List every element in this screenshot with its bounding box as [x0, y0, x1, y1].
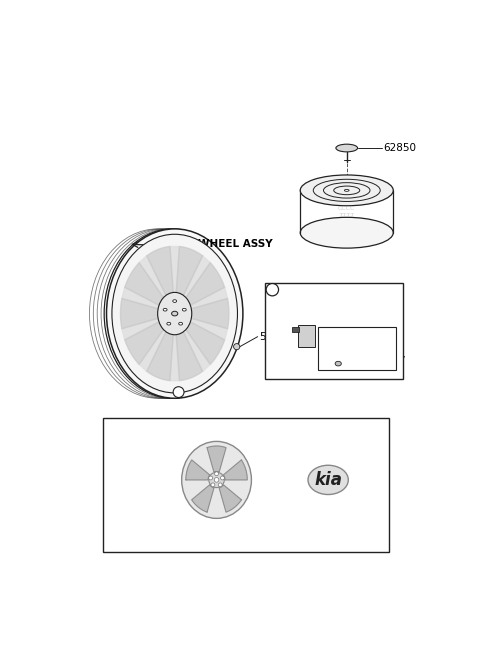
Polygon shape — [224, 460, 247, 480]
Ellipse shape — [211, 483, 215, 487]
Text: a: a — [176, 388, 181, 397]
Ellipse shape — [308, 465, 348, 495]
Text: 52950: 52950 — [259, 332, 292, 342]
Ellipse shape — [172, 311, 178, 316]
Bar — [298, 325, 315, 346]
Text: 52933E: 52933E — [326, 316, 361, 324]
Ellipse shape — [209, 472, 224, 487]
Ellipse shape — [112, 234, 238, 393]
Text: 52910B: 52910B — [195, 425, 238, 435]
Ellipse shape — [336, 144, 358, 152]
Ellipse shape — [107, 229, 243, 398]
Ellipse shape — [181, 441, 252, 518]
Ellipse shape — [209, 476, 213, 480]
Polygon shape — [186, 460, 210, 480]
Polygon shape — [147, 332, 173, 380]
Bar — [265, 283, 403, 379]
Text: 62850: 62850 — [383, 143, 416, 153]
Polygon shape — [147, 247, 173, 295]
Bar — [103, 417, 389, 552]
Text: 52933K: 52933K — [320, 295, 358, 304]
Polygon shape — [122, 318, 159, 340]
Text: 52960-R0100: 52960-R0100 — [291, 530, 366, 540]
Ellipse shape — [220, 476, 224, 480]
Polygon shape — [139, 256, 166, 298]
Text: ILLUST: ILLUST — [113, 475, 156, 485]
Polygon shape — [170, 335, 180, 380]
Polygon shape — [176, 247, 203, 295]
Polygon shape — [120, 298, 158, 329]
Polygon shape — [186, 322, 225, 365]
Ellipse shape — [167, 322, 171, 325]
Ellipse shape — [300, 217, 393, 248]
Ellipse shape — [182, 308, 186, 311]
Text: 52960: 52960 — [311, 425, 346, 435]
Polygon shape — [207, 446, 226, 472]
Polygon shape — [125, 262, 164, 305]
Polygon shape — [183, 256, 210, 298]
Ellipse shape — [157, 293, 192, 335]
Polygon shape — [139, 329, 166, 371]
Polygon shape — [191, 287, 228, 309]
Circle shape — [234, 344, 240, 350]
Polygon shape — [183, 329, 210, 371]
Polygon shape — [176, 332, 203, 380]
Bar — [318, 327, 396, 370]
Polygon shape — [186, 262, 225, 305]
Ellipse shape — [335, 361, 341, 366]
Text: PNC: PNC — [121, 425, 147, 435]
Ellipse shape — [218, 483, 222, 487]
Ellipse shape — [345, 190, 349, 192]
Text: 52933D: 52933D — [326, 323, 362, 332]
Circle shape — [173, 387, 184, 398]
Circle shape — [266, 283, 278, 296]
Text: a: a — [270, 285, 275, 294]
Bar — [292, 327, 299, 332]
Polygon shape — [192, 485, 214, 512]
Ellipse shape — [163, 308, 167, 311]
Polygon shape — [170, 247, 180, 293]
Text: WHEEL ASSY: WHEEL ASSY — [198, 239, 273, 249]
Text: 52910-AO000: 52910-AO000 — [179, 530, 254, 540]
Polygon shape — [219, 485, 241, 512]
Polygon shape — [122, 287, 159, 309]
Polygon shape — [191, 318, 228, 340]
Text: CCCC
7777: CCCC 7777 — [338, 207, 356, 218]
Ellipse shape — [214, 478, 219, 482]
Ellipse shape — [300, 175, 393, 206]
Text: 24537: 24537 — [378, 356, 406, 365]
Polygon shape — [192, 298, 229, 329]
Ellipse shape — [173, 300, 177, 302]
Text: P/NO: P/NO — [119, 530, 150, 540]
Ellipse shape — [179, 322, 182, 325]
Ellipse shape — [215, 472, 218, 476]
Text: kia: kia — [314, 471, 342, 489]
Polygon shape — [125, 322, 164, 365]
